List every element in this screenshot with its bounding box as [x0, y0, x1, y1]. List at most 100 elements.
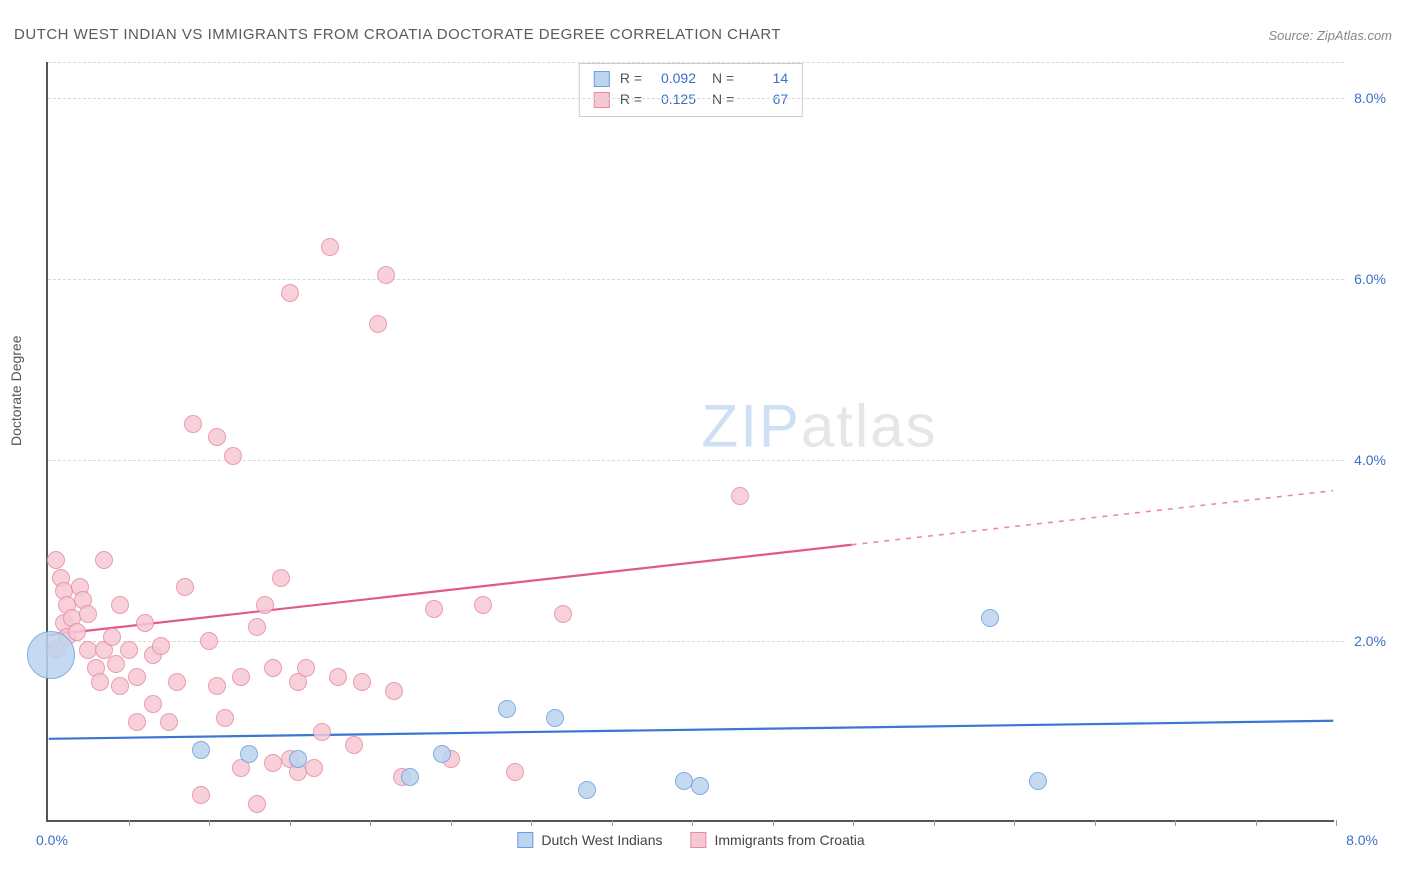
data-point: [168, 673, 186, 691]
x-minor-tick: [773, 820, 774, 826]
x-max-label: 8.0%: [1346, 832, 1378, 848]
x-minor-tick: [1336, 820, 1337, 826]
data-point: [498, 700, 516, 718]
trend-line-solid: [49, 545, 852, 635]
data-point: [120, 641, 138, 659]
n-value-pink: 67: [744, 89, 788, 110]
data-point: [506, 763, 524, 781]
y-tick-label: 2.0%: [1354, 633, 1386, 649]
data-point: [160, 713, 178, 731]
data-point: [216, 709, 234, 727]
swatch-blue: [594, 71, 610, 87]
data-point: [289, 750, 307, 768]
legend-swatch-pink: [690, 832, 706, 848]
data-point: [192, 741, 210, 759]
data-point: [200, 632, 218, 650]
data-point: [377, 266, 395, 284]
data-point: [208, 428, 226, 446]
data-point: [321, 238, 339, 256]
legend-item-pink: Immigrants from Croatia: [690, 832, 864, 848]
data-point: [224, 447, 242, 465]
data-point: [136, 614, 154, 632]
stats-row-blue: R =0.092 N =14: [594, 68, 788, 89]
data-point: [385, 682, 403, 700]
legend-label-blue: Dutch West Indians: [541, 832, 662, 848]
x-minor-tick: [451, 820, 452, 826]
data-point: [578, 781, 596, 799]
data-point: [256, 596, 274, 614]
data-point: [353, 673, 371, 691]
x-minor-tick: [1175, 820, 1176, 826]
legend-item-blue: Dutch West Indians: [517, 832, 662, 848]
data-point: [297, 659, 315, 677]
data-point: [79, 605, 97, 623]
x-minor-tick: [1256, 820, 1257, 826]
n-value-blue: 14: [744, 68, 788, 89]
stats-row-pink: R =0.125 N =67: [594, 89, 788, 110]
x-minor-tick: [853, 820, 854, 826]
data-point: [248, 618, 266, 636]
data-point: [111, 677, 129, 695]
x-minor-tick: [612, 820, 613, 826]
y-tick-label: 4.0%: [1354, 452, 1386, 468]
data-point: [103, 628, 121, 646]
trend-line-solid: [49, 721, 1334, 739]
data-point: [192, 786, 210, 804]
y-axis-label: Doctorate Degree: [8, 335, 24, 446]
data-point: [731, 487, 749, 505]
x-minor-tick: [209, 820, 210, 826]
legend-label-pink: Immigrants from Croatia: [714, 832, 864, 848]
grid-line-h: [48, 98, 1344, 99]
swatch-pink: [594, 92, 610, 108]
legend: Dutch West Indians Immigrants from Croat…: [517, 832, 864, 848]
data-point: [107, 655, 125, 673]
data-point: [401, 768, 419, 786]
x-minor-tick: [1014, 820, 1015, 826]
data-point: [91, 673, 109, 691]
grid-line-h: [48, 641, 1344, 642]
data-point: [208, 677, 226, 695]
data-point: [128, 668, 146, 686]
grid-line-h: [48, 460, 1344, 461]
data-point: [345, 736, 363, 754]
trend-lines-layer: [48, 62, 1334, 820]
x-minor-tick: [370, 820, 371, 826]
data-point: [184, 415, 202, 433]
data-point: [554, 605, 572, 623]
y-tick-label: 6.0%: [1354, 271, 1386, 287]
correlation-stats-box: R =0.092 N =14 R =0.125 N =67: [579, 63, 803, 117]
data-point: [546, 709, 564, 727]
data-point: [95, 551, 113, 569]
data-point: [433, 745, 451, 763]
data-point: [474, 596, 492, 614]
legend-swatch-blue: [517, 832, 533, 848]
grid-line-h: [48, 62, 1344, 63]
x-minor-tick: [692, 820, 693, 826]
x-origin-label: 0.0%: [36, 832, 68, 848]
data-point: [176, 578, 194, 596]
data-point: [1029, 772, 1047, 790]
source-attribution: Source: ZipAtlas.com: [1268, 28, 1392, 43]
data-point: [272, 569, 290, 587]
x-minor-tick: [1095, 820, 1096, 826]
data-point: [313, 723, 331, 741]
data-point: [248, 795, 266, 813]
x-minor-tick: [934, 820, 935, 826]
data-point: [47, 551, 65, 569]
x-minor-tick: [531, 820, 532, 826]
trend-line-dashed: [852, 491, 1334, 545]
data-point: [68, 623, 86, 641]
x-minor-tick: [290, 820, 291, 826]
chart-title: DUTCH WEST INDIAN VS IMMIGRANTS FROM CRO…: [14, 26, 781, 43]
data-point: [691, 777, 709, 795]
data-point: [240, 745, 258, 763]
data-point: [152, 637, 170, 655]
r-value-pink: 0.125: [652, 89, 696, 110]
data-point: [329, 668, 347, 686]
grid-line-h: [48, 279, 1344, 280]
data-point: [128, 713, 146, 731]
y-tick-label: 8.0%: [1354, 90, 1386, 106]
data-point: [369, 315, 387, 333]
r-value-blue: 0.092: [652, 68, 696, 89]
data-point: [305, 759, 323, 777]
